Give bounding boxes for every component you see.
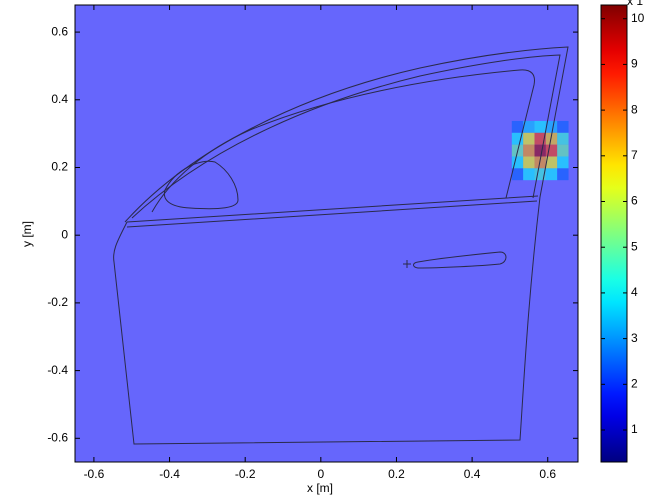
heatmap	[75, 5, 578, 462]
heatmap-cell	[523, 156, 534, 168]
x-tick-label: 0.6	[539, 467, 556, 481]
colorbar-tick-label: 7	[631, 148, 638, 162]
colorbar-tick-label: 5	[631, 239, 638, 253]
y-tick-label: 0.2	[51, 160, 68, 174]
heatmap-cell	[546, 168, 557, 180]
heatmap-cell	[557, 133, 568, 145]
y-tick-label: 0	[61, 227, 68, 241]
y-tick-label: -0.2	[47, 295, 68, 309]
colorbar-tick-label: 9	[631, 57, 638, 71]
heatmap-cell	[512, 168, 523, 180]
x-axis-label: x [m]	[307, 481, 333, 495]
colorbar-exponent: x 1	[627, 0, 643, 8]
colorbar-tick-label: 8	[631, 102, 638, 116]
x-tick-label: 0.2	[388, 467, 405, 481]
heatmap-background	[75, 5, 578, 462]
heatmap-cell	[523, 145, 534, 157]
colorbar-tick-label: 4	[631, 285, 638, 299]
heatmap-cell	[512, 121, 523, 133]
page: {"chart_data": {"type": "heatmap", "xlab…	[0, 0, 646, 498]
y-tick-label: 0.6	[51, 24, 68, 38]
heatmap-cell	[557, 168, 568, 180]
x-tick-label: -0.2	[235, 467, 256, 481]
heatmap-cell	[535, 145, 546, 157]
heatmap-cell	[523, 133, 534, 145]
heatmap-cell	[557, 156, 568, 168]
y-tick-label: -0.4	[47, 363, 68, 377]
heatmap-cell	[557, 121, 568, 133]
chart: x [m] y [m] x 1 -0.6 -0.4 -0.2 0 0.2 0.4 0.6 -0…	[0, 0, 646, 498]
colorbar-tick-label: 2	[631, 376, 638, 390]
x-tick-label: 0	[317, 467, 324, 481]
x-tick-label: -0.4	[159, 467, 180, 481]
colorbar	[601, 5, 627, 462]
x-tick-label: -0.6	[84, 467, 105, 481]
y-tick-label: 0.4	[51, 92, 68, 106]
colorbar-tick-label: 6	[631, 194, 638, 208]
colorbar-tick-label: 1	[631, 422, 638, 436]
colorbar-tick-label: 3	[631, 331, 638, 345]
heatmap-cell	[535, 121, 546, 133]
y-axis-label: y [m]	[20, 221, 34, 247]
heatmap-cell	[523, 168, 534, 180]
colorbar-tick-label: 10	[631, 11, 645, 25]
x-tick-label: 0.4	[464, 467, 481, 481]
y-tick-label: -0.6	[47, 430, 68, 444]
heatmap-cell	[557, 145, 568, 157]
